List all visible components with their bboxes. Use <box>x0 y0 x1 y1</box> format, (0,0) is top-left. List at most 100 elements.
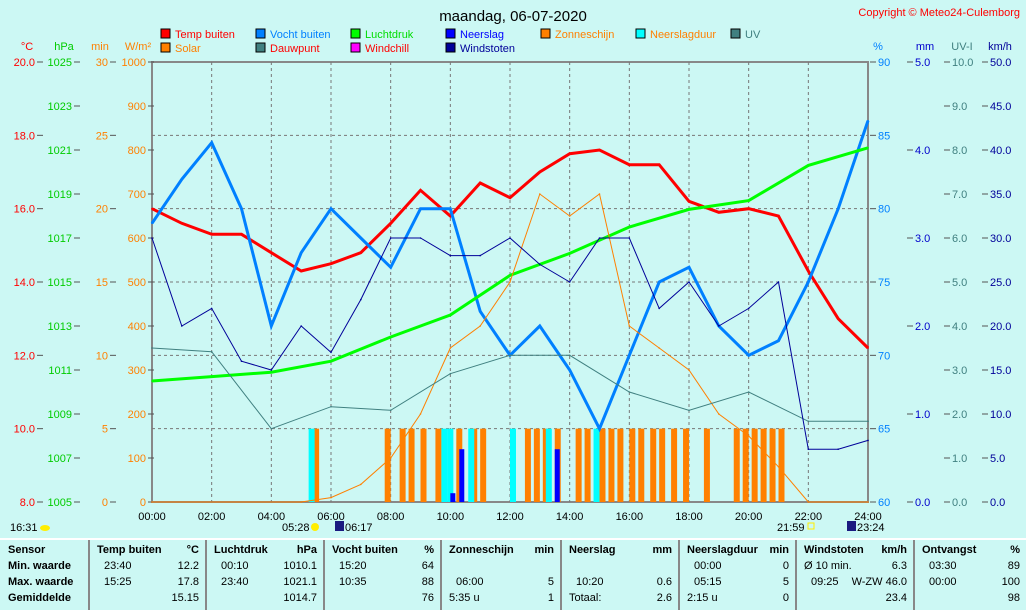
x-tick: 14:00 <box>556 511 584 523</box>
data-point <box>389 266 392 269</box>
legend-swatch <box>730 28 741 39</box>
data-point <box>449 372 452 375</box>
sunrise-icon <box>311 523 319 531</box>
data-point <box>479 325 481 327</box>
data-point <box>449 347 452 349</box>
legend-swatch <box>255 42 266 53</box>
moonrise-icon <box>847 521 856 531</box>
data-point <box>777 466 780 468</box>
data-point <box>240 207 243 210</box>
data-point <box>718 413 720 415</box>
data-point <box>747 199 750 202</box>
x-tick: 18:00 <box>675 511 703 523</box>
legend-swatch <box>350 28 361 39</box>
legend-label: UV <box>745 29 761 41</box>
y-tick-right: 1.0 <box>915 409 930 421</box>
x-tick: 24:00 <box>854 511 882 523</box>
y-tick-right: 35.0 <box>990 189 1011 201</box>
y-tick-right: 8.0 <box>952 145 967 157</box>
legend-label: Neerslagduur <box>650 29 716 41</box>
y-tick-left: 15 <box>96 277 108 289</box>
sunshine-bar <box>733 428 740 502</box>
data-point <box>330 496 332 499</box>
sunshine-bar <box>778 428 785 502</box>
y-tick-left: 0 <box>140 497 146 509</box>
legend-label: Windstoten <box>460 43 515 55</box>
data-point <box>598 149 601 151</box>
rain-duration-bar <box>593 428 600 502</box>
y-tick-left: 5 <box>102 424 108 436</box>
y-tick-left: 10 <box>96 350 108 362</box>
cell-value: 15.15 <box>171 592 199 604</box>
sunset-icon <box>807 522 815 530</box>
y-tick-right: 10.0 <box>990 409 1011 421</box>
axis-unit-left: min <box>91 41 109 53</box>
cell-time: 05:15 <box>694 576 722 588</box>
y-tick-right: 1.0 <box>952 453 967 465</box>
x-tick: 16:00 <box>616 511 644 523</box>
sunrise-time: 05:28 <box>282 522 310 534</box>
cell-value: 17.8 <box>177 576 199 588</box>
data-point <box>777 281 780 283</box>
y-tick-left: 1013 <box>48 321 72 333</box>
sunshine-bar <box>671 428 678 502</box>
sunshine-bar <box>683 428 690 502</box>
data-point <box>867 420 869 423</box>
sun-time-prev: 16:31 <box>10 522 38 534</box>
sunshine-bar <box>313 428 320 502</box>
rain-bar <box>450 493 456 502</box>
data-point <box>389 457 392 459</box>
column-unit: hPa <box>296 544 317 556</box>
moonrise-time: 23:24 <box>857 522 885 534</box>
data-point <box>807 448 810 451</box>
y-tick-left: 1009 <box>48 409 72 421</box>
data-point <box>568 281 571 283</box>
cell-time: 23:40 <box>221 576 249 588</box>
cell-value: 76 <box>421 592 434 604</box>
axis-unit-left: °C <box>21 41 33 53</box>
data-point <box>360 483 362 486</box>
y-tick-left: 1023 <box>48 101 72 113</box>
data-point <box>509 281 511 283</box>
y-tick-right: 0.0 <box>952 497 967 509</box>
axis-unit-right: UV-I <box>951 41 972 53</box>
data-point <box>807 281 810 283</box>
data-point <box>449 207 452 210</box>
cell-value: 5 <box>547 576 554 588</box>
data-point <box>568 152 571 155</box>
data-point <box>807 420 810 423</box>
y-tick-left: 1005 <box>48 497 72 509</box>
table-column: Ontvangst% 03:30 89 00:00 100 98 <box>913 540 1026 610</box>
sunshine-bar <box>703 428 710 502</box>
sunshine-bar <box>480 428 487 502</box>
data-point <box>210 350 213 353</box>
legend-label: Solar <box>175 43 201 55</box>
sunshine-bar <box>599 428 606 502</box>
y-tick-left: 20 <box>96 204 108 216</box>
cell-value: 1010.1 <box>283 560 317 572</box>
y-tick-left: 30 <box>96 57 108 69</box>
cell-time: 23:40 <box>104 560 132 572</box>
data-point <box>867 347 869 349</box>
sunshine-bar <box>533 428 540 502</box>
data-point <box>747 354 750 357</box>
y-tick-left: 14.0 <box>14 277 35 289</box>
sun-icon <box>40 525 50 531</box>
data-point <box>449 314 452 316</box>
data-point <box>210 233 213 236</box>
data-point <box>360 298 362 301</box>
y-tick-left: 16.0 <box>14 204 35 216</box>
column-unit: °C <box>186 544 199 556</box>
cell-value: 5 <box>782 576 789 588</box>
y-tick-right: 75 <box>878 277 890 289</box>
column-title: Vocht buiten <box>332 544 398 556</box>
data-point <box>568 369 571 371</box>
y-tick-left: 600 <box>128 233 146 245</box>
table-column: Luchtdruk hPa 00:10 1010.1 23:40 1021.1 1014.7 <box>205 540 325 610</box>
row-label: Min. waarde <box>8 560 71 572</box>
y-tick-left: 1021 <box>48 145 72 157</box>
data-point <box>628 237 631 239</box>
y-tick-left: 300 <box>128 365 146 377</box>
y-tick-right: 20.0 <box>990 321 1011 333</box>
data-point <box>360 237 362 239</box>
